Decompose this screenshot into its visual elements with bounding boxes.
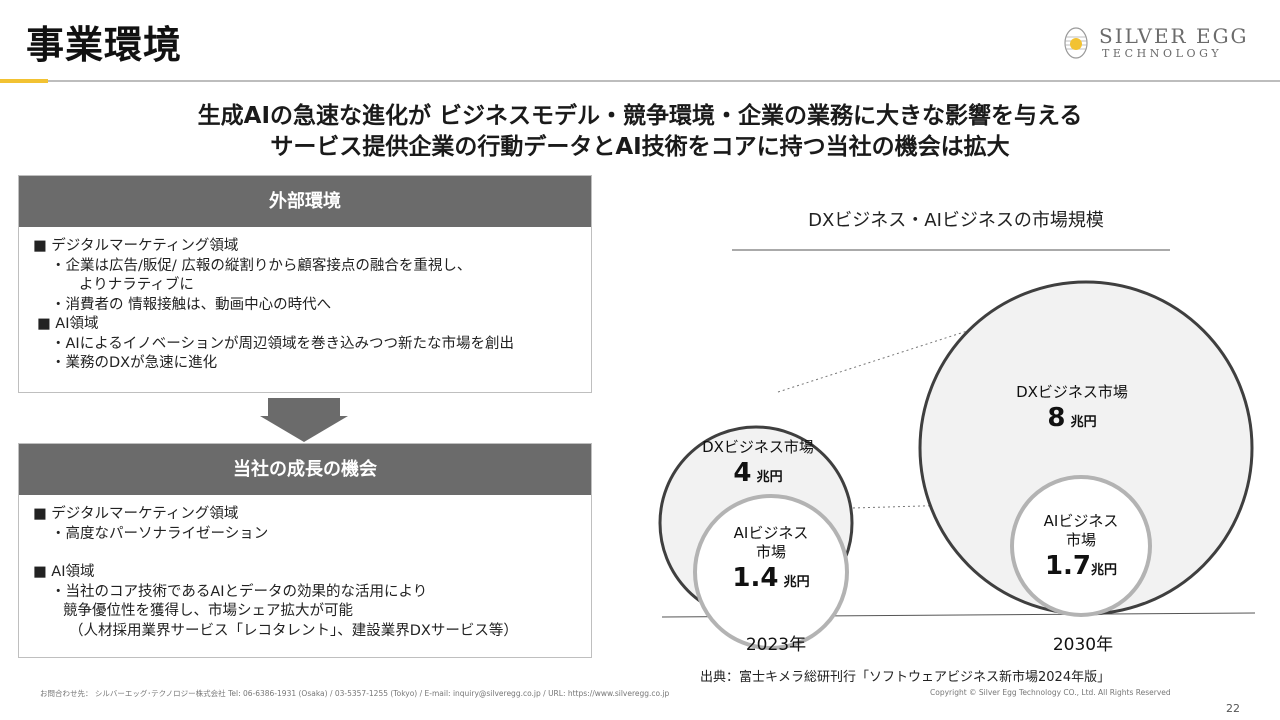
ai-2023-series-name-2: 市場 <box>755 543 786 561</box>
page-title: 事業環境 <box>26 23 183 67</box>
dx-2023-unit: 兆円 <box>756 470 783 485</box>
growth-opportunity-header: 当社の成長の機会 <box>19 444 591 495</box>
page-number: 22 <box>1226 702 1240 715</box>
external-line: ・消費者の 情報接触は、動画中心の時代へ <box>51 296 332 313</box>
market-size-bubbles <box>658 249 1256 650</box>
dx-2030-label: DXビジネス市場 8 兆円 <box>1010 383 1134 434</box>
dx-2030-unit: 兆円 <box>1070 415 1097 430</box>
ai-2023-value: 1.4 <box>732 563 779 593</box>
year-label-2023: 2023年 <box>745 635 807 655</box>
external-line: ■ デジタルマーケティング領域 <box>33 238 239 254</box>
external-line: ■ AI領域 <box>37 316 99 332</box>
headline-2: サービス提供企業の行動データとAI技術をコアに持つ当社の機会は拡大 <box>270 134 1010 160</box>
year-label-2030: 2030年 <box>1052 635 1114 655</box>
dx-2023-value: 4 <box>733 458 752 488</box>
external-environment-body: ■ デジタルマーケティング領域 ・企業は広告/販促/ 広報の縦割りから顧客接点の… <box>19 227 591 374</box>
external-line: ・企業は広告/販促/ 広報の縦割りから顧客接点の融合を重視し、 <box>51 257 472 274</box>
logo-text-technology: TECHNOLOGY <box>1102 47 1223 60</box>
external-environment-box: 外部環境 ■ デジタルマーケティング領域 ・企業は広告/販促/ 広報の縦割りから… <box>18 175 592 393</box>
external-line: ・業務のDXが急速に進化 <box>51 355 218 371</box>
logo-text-silver-egg: SILVER EGG <box>1099 24 1249 48</box>
opportunity-line: ■ AI領域 <box>33 564 95 580</box>
header-accent <box>0 79 48 83</box>
ai-2030-value: 1.7 <box>1044 551 1092 581</box>
growth-opportunity-body: ■ デジタルマーケティング領域 ・高度なパーソナライゼーション ■ AI領域 ・… <box>19 495 591 641</box>
opportunity-line: ・高度なパーソナライゼーション <box>51 525 269 542</box>
ai-2030-label: AIビジネス 市場 1.7兆円 <box>1031 512 1131 582</box>
ai-2023-series-name-1: AIビジネス <box>733 524 809 542</box>
dx-2023-label: DXビジネス市場 4 兆円 <box>696 438 820 489</box>
external-line: ・AIによるイノベーションが周辺領域を巻き込みつつ新たな市場を創出 <box>51 335 514 352</box>
footer-contact: お問合わせ先： シルバーエッグ･テクノロジー株式会社 Tel: 06-6386-… <box>40 689 670 698</box>
dx-2023-series-name: DXビジネス市場 <box>702 438 814 456</box>
header-divider <box>0 80 1280 82</box>
egg-logo-icon <box>1064 27 1088 59</box>
opportunity-line: 競争優位性を獲得し、市場シェア拡大が可能 <box>63 603 353 619</box>
ai-2030-unit: 兆円 <box>1091 563 1118 578</box>
dx-2030-series-name: DXビジネス市場 <box>1016 383 1128 401</box>
market-size-chart: DXビジネス・AIビジネスの市場規模 DXビジネス市場 4 兆円 DXビジネス市… <box>640 190 1280 690</box>
ai-market-2023-circle <box>693 494 849 650</box>
ai-2030-series-name-1: AIビジネス <box>1043 512 1119 530</box>
external-environment-header: 外部環境 <box>19 176 591 227</box>
dx-2030-value: 8 <box>1047 403 1066 433</box>
down-arrow-icon <box>260 398 348 442</box>
growth-opportunity-box: 当社の成長の機会 ■ デジタルマーケティング領域 ・高度なパーソナライゼーション… <box>18 443 592 658</box>
company-logo: SILVER EGG TECHNOLOGY <box>1062 22 1252 64</box>
source-note: 出典：富士キメラ総研刊行「ソフトウェアビジネス新市場2024年版」 <box>700 670 1111 685</box>
ai-2023-label: AIビジネス 市場 1.4 兆円 <box>721 524 821 594</box>
ai-market-2030-circle <box>1010 475 1152 617</box>
opportunity-line: （人材採用業界サービス「レコタレント」、建設業界DXサービス等） <box>69 622 518 639</box>
opportunity-line: ・当社のコア技術であるAIとデータの効果的な活用により <box>51 583 428 600</box>
ai-2023-unit: 兆円 <box>783 575 810 590</box>
headline-1: 生成AIの急速な進化が ビジネスモデル・競争環境・企業の業務に大きな影響を与える <box>197 103 1083 129</box>
external-line: よりナラティブに <box>79 277 194 293</box>
ai-2030-series-name-2: 市場 <box>1065 531 1096 549</box>
opportunity-line: ■ デジタルマーケティング領域 <box>33 506 239 522</box>
footer-copyright: Copyright © Silver Egg Technology CO., L… <box>930 688 1171 697</box>
chart-title: DXビジネス・AIビジネスの市場規模 <box>808 210 1104 231</box>
